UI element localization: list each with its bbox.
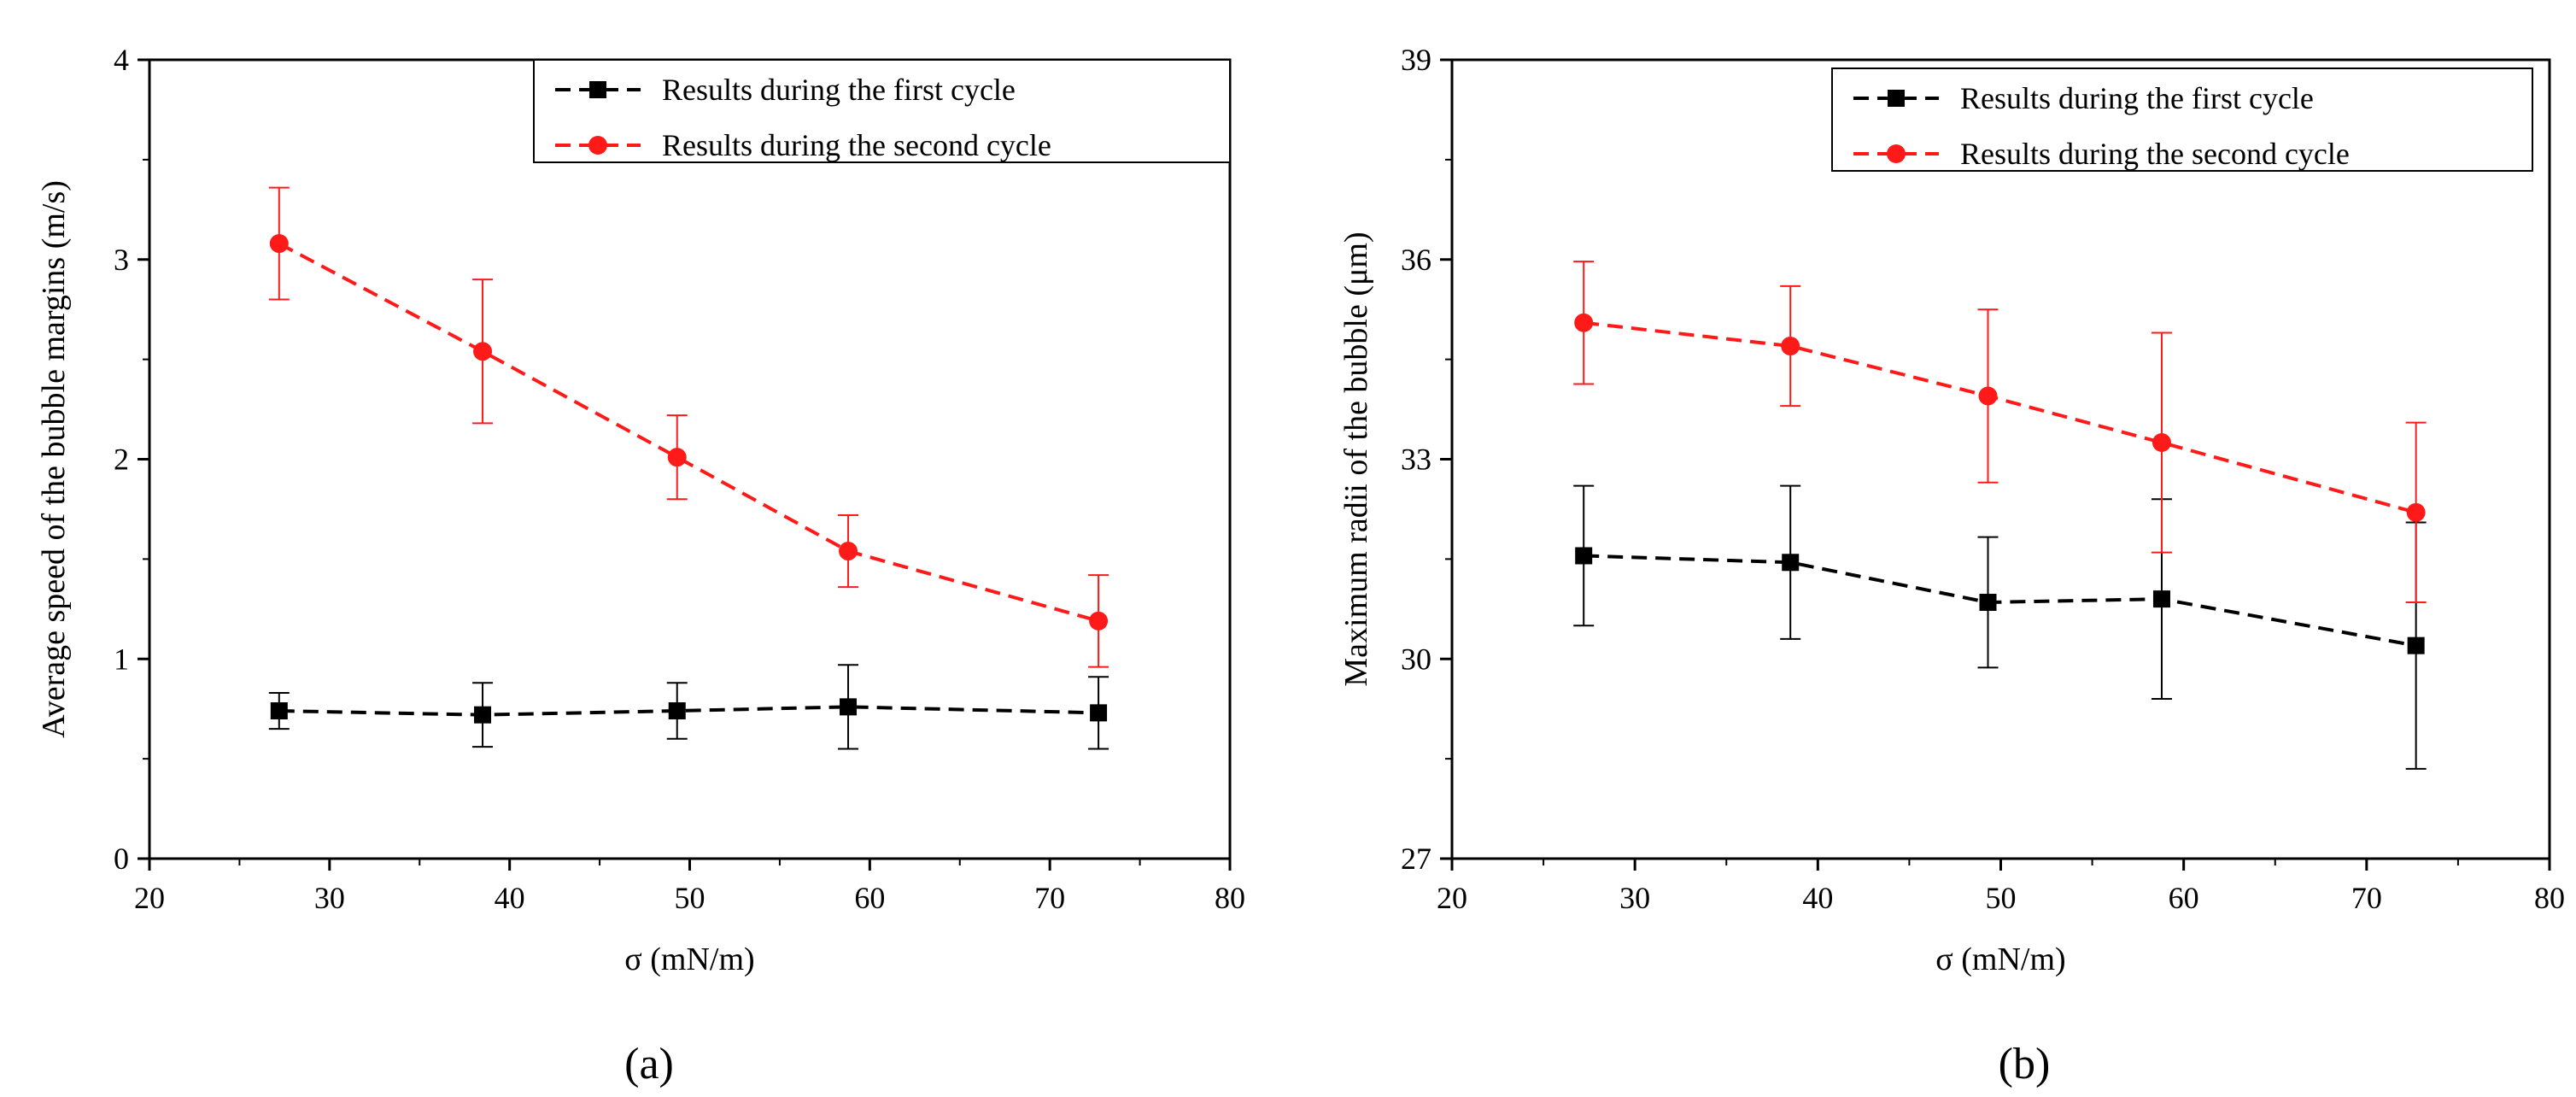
chart-a-x-axis-title: σ (mN/m)	[624, 942, 754, 977]
chart-b-legend-marker	[1888, 90, 1905, 107]
chart-a-legend-marker	[588, 136, 607, 155]
chart-b-x-tick-label: 40	[1802, 881, 1833, 915]
panel-label-b: (b)	[1999, 1040, 2051, 1088]
chart-b-y-tick-label: 33	[1401, 443, 1431, 477]
chart-b-legend: Results during the first cycle Results du…	[1831, 67, 2533, 172]
chart-a-x-tick-label: 20	[134, 881, 165, 915]
chart-a-legend-box	[533, 59, 1231, 163]
chart-b-x-tick-label: 30	[1619, 881, 1650, 915]
chart-b-series-second-cycle-point	[1574, 313, 1594, 332]
chart-a-plot-frame	[148, 58, 1232, 860]
chart-a-legend-entry-second-cycle: Results during the second cycle	[555, 128, 1051, 162]
panel-label-a: (a)	[624, 1040, 674, 1088]
chart-a-series-first-cycle	[268, 664, 1109, 750]
chart-a-y-tick-label: 2	[114, 443, 129, 477]
chart-b-y-tick-label: 27	[1401, 842, 1431, 876]
chart-b-series-second-cycle-point	[1781, 337, 1800, 356]
chart-a-series-second-cycle-point	[1089, 611, 1109, 631]
chart-a-x-tick-label: 50	[675, 881, 705, 915]
chart-b-legend-entry-first-cycle: Results during the first cycle	[1853, 81, 2314, 115]
chart-a-series-second-cycle-point	[667, 448, 687, 467]
chart-b-series-first-cycle-point	[1575, 547, 1593, 565]
chart-b-legend-label: Results during the first cycle	[1960, 81, 2314, 115]
chart-a-series-first-cycle-point	[270, 702, 288, 720]
chart-b-legend-box	[1831, 67, 2533, 172]
chart-b-x-tick-label: 50	[1986, 881, 2017, 915]
chart-a-y-tick-label: 3	[114, 243, 129, 277]
chart-b-x-tick-label: 20	[1437, 881, 1467, 915]
chart-b-series-second-cycle	[1573, 261, 2427, 604]
chart-a-x-tick-label: 40	[495, 881, 525, 915]
chart-a-series-first-cycle-point	[474, 706, 492, 724]
chart-a-series-first-cycle-point	[1090, 704, 1108, 722]
chart-b-x-tick-label: 80	[2534, 881, 2565, 915]
chart-a-y-tick-label: 4	[114, 43, 129, 77]
chart-a-legend-entry-first-cycle: Results during the first cycle	[555, 73, 1016, 107]
chart-b-maximum-radii: 20 30 40 50 60 70 80 27 30 33 36 39 σ (mN/m) Maximum …	[1338, 43, 2565, 977]
chart-b-legend-label: Results during the second cycle	[1960, 137, 2350, 171]
chart-b-y-tick-label: 30	[1401, 642, 1431, 676]
chart-a-x-tick-label: 30	[314, 881, 345, 915]
chart-a-series-second-cycle-point	[473, 342, 493, 361]
chart-a-series-second-cycle	[268, 186, 1109, 668]
chart-a-x-tick-label: 80	[1215, 881, 1245, 915]
chart-b-series-first-cycle-point	[2407, 636, 2425, 654]
chart-a-series-second-cycle-line	[278, 242, 1099, 623]
chart-b-series-first-cycle-point	[1782, 554, 1800, 572]
chart-b-x-tick-label: 70	[2351, 881, 2382, 915]
chart-b-series-second-cycle-line	[1583, 320, 2417, 514]
chart-b-plot-frame	[1450, 58, 2551, 860]
chart-b-series-first-cycle-point	[1979, 594, 1997, 612]
chart-a-average-speed: 20 30 40 50 60 70 80 0 1 2 3 4 σ (mN/m) Average speed…	[36, 43, 1245, 977]
chart-a-y-tick-label: 1	[114, 642, 129, 676]
chart-a-x-tick-label: 70	[1034, 881, 1065, 915]
chart-b-series-first-cycle-line	[1584, 554, 2417, 648]
chart-a-series-first-cycle-point	[668, 702, 686, 720]
chart-b-y-tick-label: 36	[1401, 243, 1431, 277]
chart-a-series-first-cycle-line	[278, 705, 1099, 717]
chart-b-y-axis-title: Maximum radii of the bubble (μm)	[1338, 232, 1374, 686]
chart-a-legend: Results during the first cycle Results du…	[533, 59, 1231, 163]
chart-a-y-tick-label: 0	[114, 842, 129, 876]
chart-b-series-second-cycle-point	[2152, 433, 2171, 453]
chart-a-y-axis-title: Average speed of the bubble margins (m/s…	[36, 180, 72, 738]
chart-b-legend-marker	[1887, 144, 1906, 163]
chart-a-series-first-cycle-point	[840, 698, 858, 716]
chart-a-legend-label: Results during the second cycle	[662, 128, 1051, 162]
chart-b-series-first-cycle-point	[2152, 590, 2170, 608]
chart-b-y-tick-label: 39	[1401, 43, 1431, 77]
chart-a-legend-marker	[589, 81, 606, 98]
chart-b-series-second-cycle-point	[1978, 386, 1998, 406]
chart-b-x-tick-label: 60	[2169, 881, 2199, 915]
chart-a-x-tick-label: 60	[854, 881, 885, 915]
chart-a-series-second-cycle-point	[269, 234, 289, 254]
chart-b-series-second-cycle-point	[2406, 502, 2426, 522]
chart-b-legend-entry-second-cycle: Results during the second cycle	[1853, 137, 2350, 171]
chart-a-legend-label: Results during the first cycle	[662, 73, 1016, 107]
chart-a-series-second-cycle-point	[839, 542, 858, 561]
chart-b-series-first-cycle	[1573, 484, 2427, 770]
chart-b-x-axis-title: σ (mN/m)	[1935, 942, 2065, 977]
